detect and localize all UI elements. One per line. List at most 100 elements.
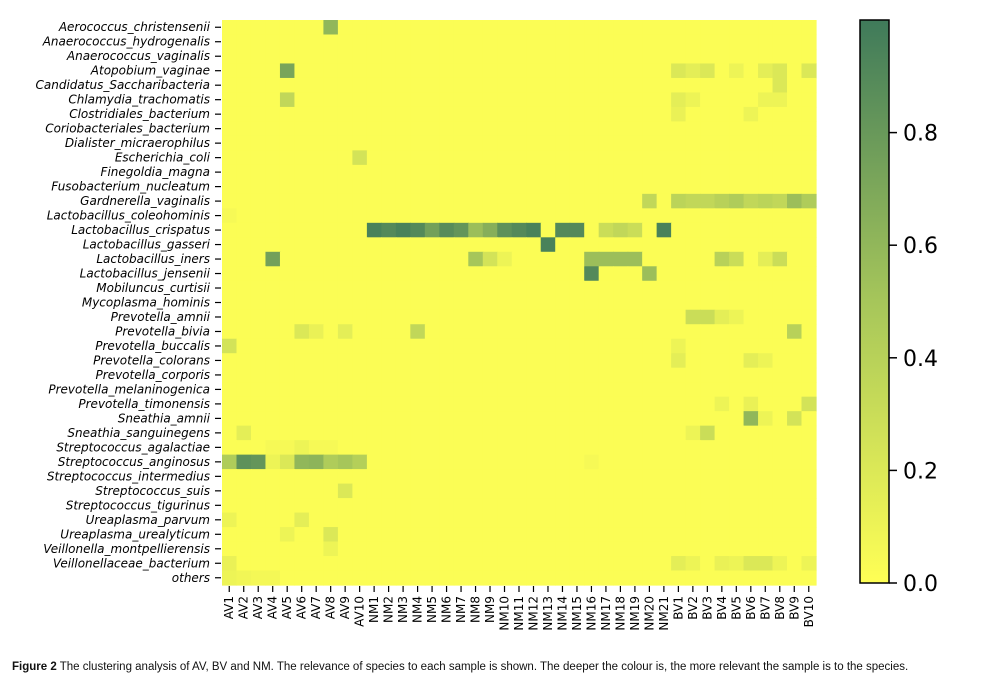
heatmap-cell [511,34,527,50]
heatmap-cell [642,121,658,137]
heatmap-cell [468,309,484,325]
heatmap-cell [627,63,643,79]
heatmap-cell [584,541,600,557]
heatmap-cell [598,512,614,528]
heatmap-cell [656,469,672,485]
heatmap-cell [758,150,774,166]
heatmap-cell [743,570,759,586]
heatmap-cell [758,425,774,441]
heatmap-cell [627,266,643,282]
heatmap-cell [613,106,629,123]
heatmap-cell [642,512,658,528]
heatmap-cell [352,34,368,50]
heatmap-cell [323,541,339,557]
heatmap-cell [656,48,672,65]
heatmap-cell [627,382,643,398]
heatmap-cell [439,164,455,180]
heatmap-cell [439,353,455,369]
heatmap-cell [671,367,687,383]
heatmap-cell [656,309,672,325]
heatmap-cell [743,135,759,151]
heatmap-cell [540,440,556,456]
column-label: BV9 [787,596,801,620]
heatmap-cell [279,541,296,557]
heatmap-cell [222,48,238,65]
heatmap-cell [598,309,614,325]
heatmap-cell [424,77,440,94]
heatmap-cell [613,20,629,36]
heatmap-cell [642,150,658,166]
heatmap-cell [656,193,672,209]
heatmap-cell [381,324,397,340]
heatmap-cell [265,193,281,209]
heatmap-cell [511,20,527,36]
heatmap-cell [526,77,542,94]
heatmap-cell [222,280,238,296]
heatmap-cell [279,121,296,137]
heatmap-cell [743,92,759,108]
heatmap-cell [772,222,788,238]
heatmap-cell [453,208,469,224]
heatmap-cell [598,34,614,50]
heatmap-cell [540,34,556,50]
heatmap-cell [497,338,513,354]
heatmap-cell [772,208,788,224]
heatmap-cell [482,411,498,427]
heatmap-cell [294,570,310,586]
heatmap-cell [627,280,643,296]
heatmap-cell [294,150,310,166]
heatmap-cell [555,237,571,253]
heatmap-cell [642,106,658,123]
heatmap-cell [555,77,571,94]
heatmap-cell [700,266,716,282]
heatmap-cell [511,222,527,238]
heatmap-cell [671,469,687,485]
heatmap-cell [352,440,368,456]
heatmap-cell [729,20,745,36]
heatmap-cell [598,222,614,238]
heatmap-cell [584,251,600,267]
heatmap-cell [787,208,803,224]
heatmap-cell [222,251,238,267]
heatmap-cell [453,498,469,514]
heatmap-cell [772,150,788,166]
heatmap-cell [787,280,803,296]
heatmap-cell [642,237,658,253]
heatmap-cell [453,469,469,485]
heatmap-cell [236,63,252,79]
heatmap-cell [366,179,382,195]
heatmap-cell [656,237,672,253]
heatmap-cell [265,556,281,572]
heatmap-cell [497,454,513,470]
column-label: NM2 [382,596,396,623]
heatmap-cell [410,193,426,209]
heatmap-cell [613,222,629,238]
heatmap-cell [511,512,527,528]
heatmap-cell [236,454,252,470]
heatmap-cell [801,135,817,151]
heatmap-cell [352,135,368,151]
heatmap-cell [758,48,774,65]
heatmap-cell [627,469,643,485]
heatmap-cell [352,164,368,180]
heatmap-cell [482,396,498,412]
heatmap-cell [308,498,325,514]
heatmap-cell [337,237,353,253]
heatmap-cell [337,425,353,441]
heatmap-cell [555,454,571,470]
heatmap-cell [279,309,296,325]
heatmap-cell [743,396,759,412]
heatmap-cell [642,570,658,586]
heatmap-cell [468,367,484,383]
heatmap-cell [294,106,310,123]
heatmap-cell [366,353,382,369]
heatmap-cell [381,92,397,108]
heatmap-cell [743,309,759,325]
heatmap-cell [410,48,426,65]
heatmap-cell [410,512,426,528]
heatmap-cell [511,454,527,470]
heatmap-cell [685,396,701,412]
heatmap-cell [540,382,556,398]
heatmap-cell [627,324,643,340]
heatmap-cell [323,237,339,253]
